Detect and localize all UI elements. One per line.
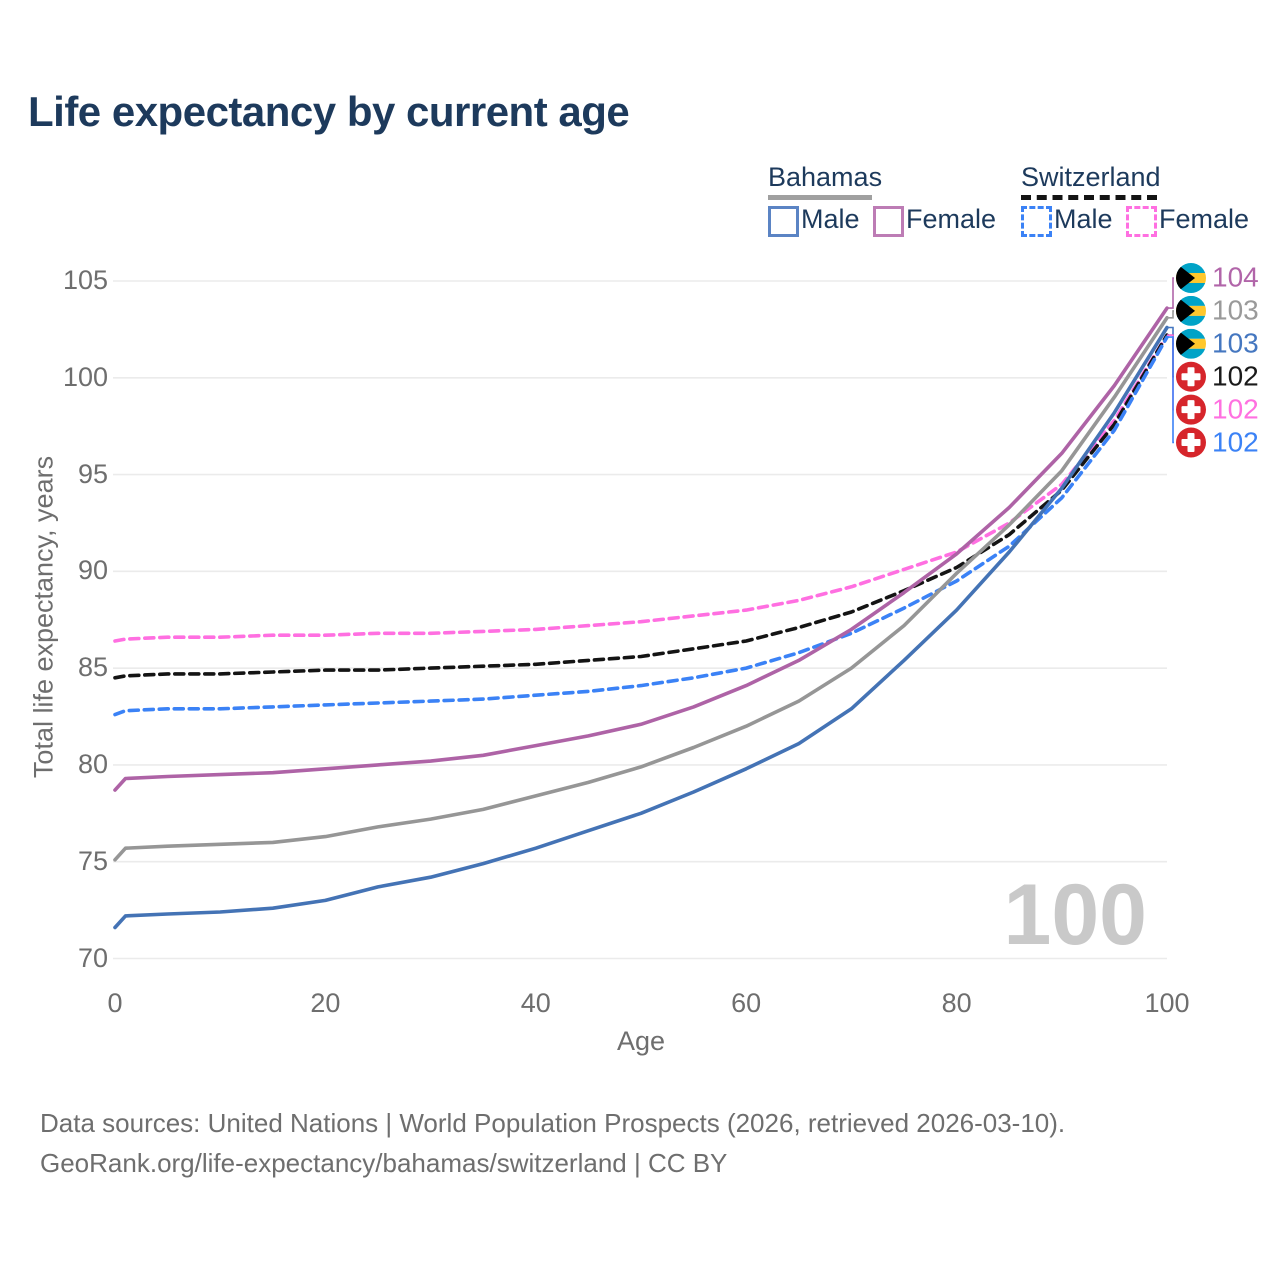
x-tick-label-100: 100 [1144, 988, 1190, 1018]
end-label-leader-switzerland-male [1167, 336, 1174, 444]
data-sources-text: Data sources: United Nations | World Pop… [40, 1108, 1066, 1138]
series-line-switzerland-male[interactable] [113, 335, 1169, 717]
series-line-bahamas-female[interactable] [113, 306, 1169, 792]
legend-swatch-bahamas-male[interactable] [768, 206, 799, 237]
x-tick-label-60: 60 [731, 988, 762, 1018]
series-line-bahamas-male[interactable] [113, 325, 1169, 930]
legend-bahamas-line-swatch [768, 195, 872, 200]
switzerland-flag-icon [1176, 394, 1206, 425]
legend-country-switzerland[interactable]: Switzerland [1021, 162, 1161, 192]
end-value-label-bahamas-both: 103 [1212, 294, 1259, 326]
end-label-leader-bahamas-both [1167, 310, 1174, 319]
end-value-label-bahamas-female: 104 [1212, 261, 1259, 293]
switzerland-flag-icon [1176, 427, 1206, 458]
y-tick-label-95: 95 [77, 458, 108, 489]
legend-swatch-switzerland-female[interactable] [1126, 206, 1157, 237]
x-tick-label-80: 80 [941, 988, 972, 1018]
end-value-label-switzerland-male: 102 [1212, 425, 1259, 457]
y-tick-label-70: 70 [77, 942, 108, 973]
y-tick-label-105: 105 [62, 264, 108, 295]
series-line-switzerland-female[interactable] [113, 333, 1169, 643]
legend-swatch-switzerland-male[interactable] [1021, 206, 1052, 237]
legend-label-switzerland-male[interactable]: Male [1054, 204, 1113, 234]
y-tick-label-75: 75 [77, 845, 108, 876]
x-tick-label-0: 0 [107, 988, 123, 1018]
switzerland-flag-icon [1176, 361, 1206, 392]
legend-label-switzerland-female[interactable]: Female [1159, 204, 1250, 234]
attribution-link-text[interactable]: GeoRank.org/life-expectancy/bahamas/swit… [40, 1148, 728, 1178]
end-value-label-bahamas-male: 103 [1212, 327, 1259, 359]
current-age-watermark: 100 [1003, 867, 1148, 963]
end-value-label-switzerland-female: 102 [1212, 392, 1259, 424]
series-line-bahamas-both[interactable] [113, 315, 1169, 862]
y-axis-title: Total life expectancy, years [28, 455, 59, 779]
bahamas-flag-icon [1176, 328, 1206, 359]
legend-label-bahamas-male[interactable]: Male [801, 204, 860, 234]
legend-label-bahamas-female[interactable]: Female [906, 204, 997, 234]
x-tick-label-40: 40 [520, 988, 551, 1018]
legend-switzerland-line-swatch [1021, 195, 1157, 200]
y-tick-label-80: 80 [77, 748, 108, 779]
bahamas-flag-icon [1176, 263, 1206, 293]
page-title: Life expectancy by current age [28, 88, 630, 135]
y-tick-label-100: 100 [62, 361, 108, 392]
y-tick-label-90: 90 [77, 555, 108, 586]
end-label-leader-bahamas-female [1167, 277, 1174, 309]
end-value-label-switzerland-both: 102 [1212, 360, 1259, 392]
legend-swatch-bahamas-female[interactable] [873, 206, 904, 237]
y-tick-label-85: 85 [77, 652, 108, 683]
legend-country-bahamas[interactable]: Bahamas [768, 162, 883, 192]
bahamas-flag-icon [1176, 295, 1206, 326]
x-axis-title: Age [616, 1026, 666, 1056]
x-tick-label-20: 20 [310, 988, 341, 1018]
